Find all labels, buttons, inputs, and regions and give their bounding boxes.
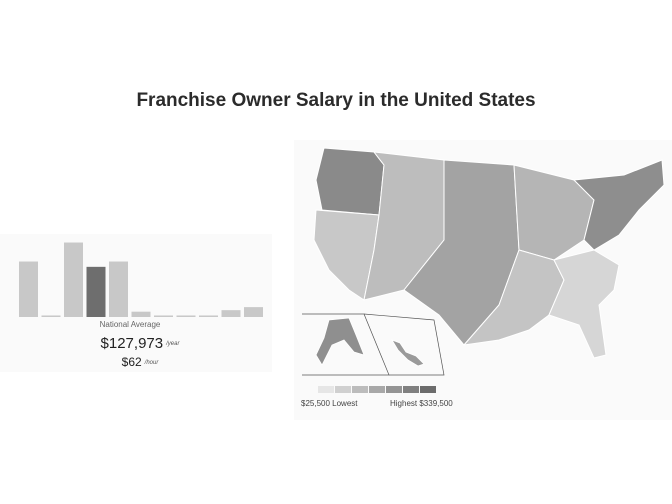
distribution-bar [109, 261, 128, 317]
distribution-bar [131, 311, 151, 317]
hourly-salary: $62/hour [60, 355, 220, 369]
distribution-bars [19, 242, 263, 317]
distribution-bar [86, 266, 106, 317]
annual-salary-value: $127,973 [100, 335, 164, 352]
legend-swatch [352, 386, 368, 393]
salary-distribution-chart [0, 234, 272, 372]
distribution-bar [176, 315, 196, 317]
region-hawaii[interactable] [391, 339, 425, 367]
distribution-bar [199, 315, 218, 317]
year-unit: /year [166, 341, 180, 348]
distribution-bar [64, 242, 83, 317]
us-salary-map [294, 140, 672, 420]
legend-swatch [386, 386, 402, 393]
distribution-bar [221, 310, 241, 317]
distribution-bar [244, 307, 263, 317]
national-average-label: National Average [99, 320, 161, 329]
annual-salary: $127,973/year [60, 335, 220, 352]
legend-swatch [335, 386, 351, 393]
distribution-bar [154, 315, 173, 317]
hour-unit: /hour [144, 359, 159, 366]
legend-swatch [420, 386, 436, 393]
alaska-inset-border [302, 313, 390, 376]
distribution-bar [19, 261, 38, 317]
legend-high-label: Highest $339,500 [390, 399, 453, 408]
legend-low-label: $25,500 Lowest [301, 399, 358, 408]
hawaii-inset-border [363, 313, 445, 376]
region-alaska[interactable] [315, 317, 365, 366]
region-northeast[interactable] [572, 159, 665, 251]
legend-swatch [403, 386, 419, 393]
distribution-bar [41, 315, 61, 317]
us-map-svg [302, 147, 665, 393]
legend-swatch [369, 386, 385, 393]
page-title: Franchise Owner Salary in the United Sta… [136, 90, 536, 111]
hourly-salary-value: $62 [121, 355, 142, 369]
map-legend [318, 386, 436, 393]
legend-swatch [318, 386, 334, 393]
region-northwest[interactable] [315, 147, 385, 216]
region-southeast[interactable] [548, 249, 620, 359]
